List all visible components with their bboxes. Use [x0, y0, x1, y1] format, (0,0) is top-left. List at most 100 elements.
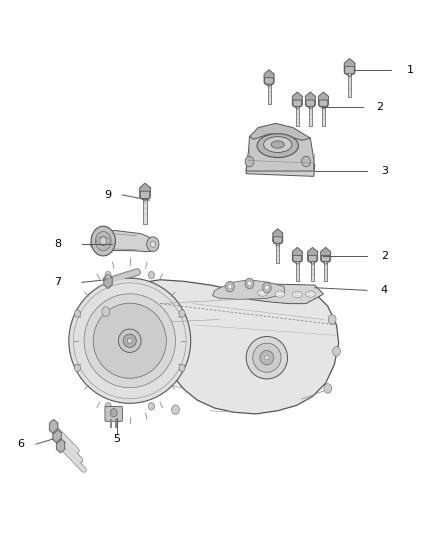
- Text: 1: 1: [407, 66, 414, 75]
- Circle shape: [332, 346, 340, 356]
- Polygon shape: [53, 429, 61, 443]
- Circle shape: [148, 402, 155, 410]
- Text: 3: 3: [381, 166, 388, 176]
- Circle shape: [105, 271, 111, 279]
- Ellipse shape: [306, 291, 315, 297]
- Polygon shape: [245, 284, 323, 304]
- FancyBboxPatch shape: [345, 67, 354, 74]
- Polygon shape: [318, 92, 328, 109]
- Circle shape: [74, 310, 81, 317]
- Ellipse shape: [93, 303, 166, 378]
- Ellipse shape: [127, 338, 132, 343]
- Circle shape: [302, 156, 311, 167]
- Text: 4: 4: [381, 285, 388, 295]
- Circle shape: [248, 281, 251, 286]
- FancyBboxPatch shape: [105, 407, 122, 421]
- Circle shape: [150, 241, 155, 247]
- Circle shape: [262, 282, 271, 293]
- Bar: [296, 261, 299, 281]
- Ellipse shape: [295, 293, 300, 296]
- Polygon shape: [305, 92, 315, 109]
- Text: 2: 2: [381, 251, 388, 261]
- Polygon shape: [49, 419, 58, 434]
- Circle shape: [172, 405, 180, 415]
- Ellipse shape: [265, 356, 269, 360]
- Ellipse shape: [258, 290, 267, 296]
- Ellipse shape: [84, 294, 176, 387]
- Ellipse shape: [246, 336, 288, 379]
- FancyBboxPatch shape: [293, 100, 302, 107]
- Bar: [348, 74, 351, 98]
- Polygon shape: [264, 70, 274, 87]
- Polygon shape: [250, 123, 311, 140]
- Text: 6: 6: [18, 439, 25, 449]
- Circle shape: [110, 409, 117, 417]
- FancyBboxPatch shape: [265, 78, 273, 84]
- Polygon shape: [293, 247, 302, 264]
- Ellipse shape: [260, 292, 265, 294]
- Polygon shape: [140, 183, 150, 201]
- Ellipse shape: [123, 334, 136, 348]
- Ellipse shape: [271, 141, 284, 148]
- Bar: [311, 261, 314, 281]
- Ellipse shape: [69, 278, 191, 403]
- Polygon shape: [307, 247, 318, 264]
- Text: 7: 7: [54, 277, 61, 287]
- Bar: [296, 106, 299, 126]
- Text: 8: 8: [54, 239, 61, 249]
- Ellipse shape: [278, 293, 282, 295]
- Circle shape: [100, 237, 107, 245]
- Ellipse shape: [257, 134, 298, 158]
- Bar: [268, 84, 271, 104]
- Ellipse shape: [275, 291, 285, 297]
- Circle shape: [265, 286, 268, 290]
- Text: 5: 5: [113, 434, 120, 444]
- FancyBboxPatch shape: [319, 100, 328, 107]
- Bar: [276, 243, 279, 263]
- Circle shape: [324, 384, 332, 393]
- Circle shape: [147, 237, 159, 252]
- Ellipse shape: [253, 343, 281, 372]
- Circle shape: [245, 278, 254, 289]
- Circle shape: [179, 364, 185, 372]
- Ellipse shape: [264, 136, 292, 152]
- Polygon shape: [57, 439, 65, 453]
- Circle shape: [91, 226, 116, 256]
- Polygon shape: [104, 274, 112, 288]
- Polygon shape: [246, 128, 314, 171]
- Ellipse shape: [118, 329, 141, 352]
- Circle shape: [228, 285, 232, 289]
- Polygon shape: [212, 280, 284, 300]
- Polygon shape: [101, 280, 339, 414]
- Text: 2: 2: [377, 102, 384, 112]
- Bar: [143, 198, 147, 223]
- Circle shape: [179, 310, 185, 317]
- Polygon shape: [246, 160, 315, 176]
- Polygon shape: [321, 247, 331, 264]
- Ellipse shape: [308, 293, 313, 295]
- Polygon shape: [293, 92, 302, 109]
- Polygon shape: [91, 230, 158, 252]
- Circle shape: [245, 156, 254, 167]
- FancyBboxPatch shape: [273, 237, 282, 243]
- Circle shape: [148, 271, 155, 279]
- Circle shape: [102, 307, 110, 317]
- FancyBboxPatch shape: [293, 255, 302, 262]
- Bar: [322, 106, 325, 126]
- Circle shape: [226, 281, 234, 292]
- Bar: [324, 261, 327, 281]
- Text: 9: 9: [104, 190, 112, 200]
- Polygon shape: [273, 229, 283, 246]
- Ellipse shape: [260, 351, 274, 365]
- Circle shape: [328, 315, 336, 324]
- Circle shape: [74, 364, 81, 372]
- FancyBboxPatch shape: [140, 191, 150, 199]
- FancyBboxPatch shape: [306, 100, 315, 107]
- Bar: [309, 106, 312, 126]
- Polygon shape: [344, 59, 355, 77]
- FancyBboxPatch shape: [308, 255, 317, 262]
- FancyBboxPatch shape: [321, 255, 330, 262]
- Circle shape: [105, 402, 111, 410]
- Ellipse shape: [293, 292, 302, 298]
- Circle shape: [95, 231, 111, 251]
